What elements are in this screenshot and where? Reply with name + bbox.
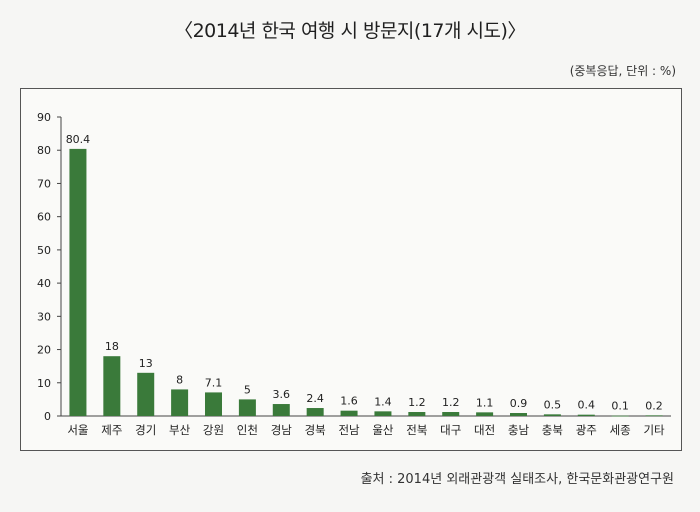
data-label: 7.1	[205, 376, 223, 389]
bar	[645, 415, 663, 417]
bar	[238, 399, 256, 416]
bar	[205, 392, 222, 416]
data-label: 1.1	[476, 396, 494, 409]
data-label: 0.5	[544, 398, 562, 411]
y-tick-label: 50	[37, 244, 51, 257]
y-tick-label: 90	[37, 111, 51, 124]
data-label: 0.9	[510, 397, 528, 410]
bar	[69, 148, 87, 416]
data-label: 0.4	[578, 399, 596, 412]
y-tick-label: 30	[37, 310, 51, 323]
y-tick-label: 40	[37, 277, 51, 290]
bar	[137, 372, 155, 416]
bar	[442, 412, 460, 416]
y-tick-label: 70	[37, 177, 51, 190]
y-tick-label: 0	[44, 410, 51, 423]
source-note: 출처 : 2014년 외래관광객 실태조사, 한국문화관광연구원	[360, 472, 674, 487]
x-tick-label: 인천	[237, 423, 258, 437]
data-label: 2.4	[306, 392, 324, 405]
bar	[476, 412, 494, 416]
x-tick-label: 경기	[135, 423, 156, 437]
data-label: 1.4	[374, 395, 392, 408]
bar	[408, 412, 426, 416]
y-tick-label: 60	[37, 211, 51, 224]
data-label: 13	[139, 357, 153, 370]
data-label: 1.6	[340, 395, 358, 408]
x-tick-label: 충북	[542, 423, 563, 437]
bar	[340, 410, 358, 416]
bar	[577, 414, 595, 416]
x-tick-label: 부산	[169, 423, 191, 437]
chart-frame: 0 10 20 30 40 50 60 70 80 90 80.4 서울 18 제주 13 경기 8 부산 7.1 강…	[20, 88, 682, 451]
x-tick-label: 경남	[271, 423, 293, 437]
x-tick-label: 충남	[508, 423, 530, 437]
x-tick-label: 강원	[203, 423, 224, 437]
x-tick-label: 서울	[67, 423, 88, 437]
y-tick-label: 80	[37, 144, 51, 157]
x-tick-label: 기타	[643, 423, 665, 437]
data-label: 3.6	[273, 388, 291, 401]
unit-note: (중복응답, 단위 : %)	[569, 64, 676, 78]
bar	[306, 408, 324, 416]
bar	[543, 414, 561, 416]
bar	[611, 415, 629, 417]
bar	[272, 404, 290, 416]
data-label: 8	[176, 373, 183, 386]
x-tick-label: 대전	[474, 423, 495, 437]
y-tick-label: 20	[37, 344, 51, 357]
y-tick-label: 10	[37, 377, 51, 390]
data-label: 0.2	[645, 399, 663, 412]
data-label: 1.2	[442, 396, 460, 409]
x-tick-label: 경북	[305, 423, 326, 437]
data-label: 5	[244, 383, 251, 396]
data-label: 0.1	[611, 400, 629, 413]
bar	[103, 356, 121, 416]
bar	[171, 389, 189, 416]
x-tick-label: 세종	[610, 423, 631, 437]
x-tick-label: 전남	[338, 423, 360, 437]
x-tick-label: 제주	[101, 423, 122, 437]
data-label: 18	[105, 340, 119, 353]
bar	[374, 411, 392, 416]
bar	[510, 413, 527, 416]
x-tick-label: 대구	[440, 423, 461, 437]
bar-chart: 0 10 20 30 40 50 60 70 80 90 80.4 서울 18 제주 13 경기 8 부산 7.1 강…	[37, 111, 671, 437]
x-tick-label: 광주	[576, 423, 597, 437]
data-label: 80.4	[66, 133, 91, 146]
chart-title: 〈2014년 한국 여행 시 방문지(17개 시도)〉	[174, 20, 526, 42]
x-tick-label: 전북	[406, 423, 427, 437]
x-tick-label: 울산	[372, 423, 394, 437]
data-label: 1.2	[408, 396, 426, 409]
